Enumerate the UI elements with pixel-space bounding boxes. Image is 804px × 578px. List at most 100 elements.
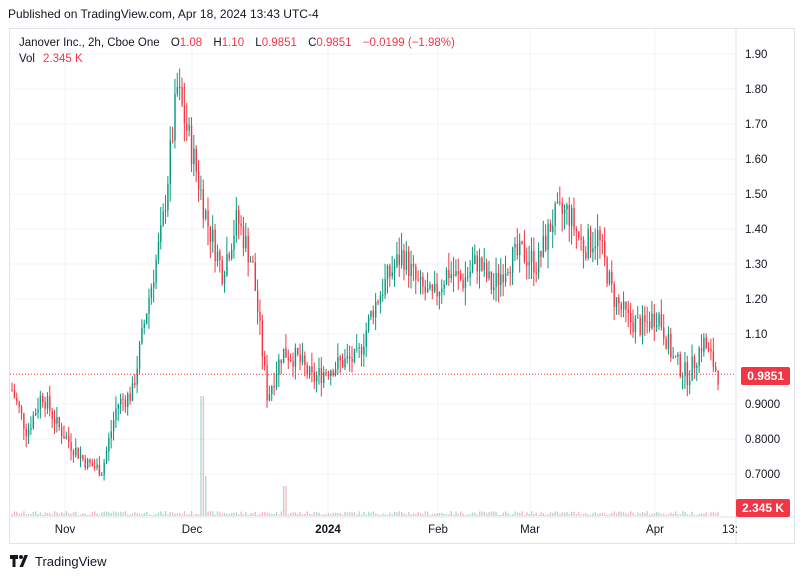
- volume-bar: [150, 514, 153, 516]
- candle-body: [627, 309, 630, 314]
- candle-body: [549, 223, 552, 232]
- volume-bar: [686, 514, 689, 516]
- volume-bar: [275, 512, 278, 516]
- volume-bar: [632, 512, 634, 516]
- candle-body: [717, 370, 719, 385]
- candle-body: [448, 269, 450, 278]
- candle-body: [65, 436, 68, 439]
- candle-body: [705, 337, 707, 349]
- candle-body: [346, 356, 349, 359]
- volume-bar: [367, 511, 370, 516]
- last-price-tag: 0.9851: [741, 367, 790, 385]
- candle-body: [686, 362, 689, 385]
- high-value: 1.10: [221, 37, 245, 49]
- candle-body: [670, 334, 672, 358]
- volume-bar: [131, 513, 134, 516]
- candle-body: [563, 209, 566, 214]
- candle-body: [141, 327, 143, 344]
- volume-bar: [337, 512, 339, 516]
- symbol-title[interactable]: Janover Inc., 2h, Cboe One: [19, 37, 160, 49]
- volume-bar: [254, 511, 257, 516]
- candle-body: [207, 210, 209, 227]
- candle-body: [98, 464, 101, 476]
- change-value: −0.0199 (−1.98%): [362, 37, 455, 49]
- candle-body: [103, 462, 105, 475]
- volume-bar: [162, 514, 164, 516]
- candle-body: [290, 360, 292, 362]
- volume-bar: [424, 511, 427, 516]
- candles[interactable]: [11, 68, 719, 481]
- y-tick-label: 0.8000: [745, 434, 780, 446]
- volume-bar: [181, 514, 183, 516]
- volume-bar: [684, 512, 686, 516]
- candle-body: [351, 358, 353, 363]
- candle-body: [450, 274, 452, 278]
- candle-body: [663, 327, 665, 339]
- volume-bar: [70, 513, 72, 516]
- candle-body: [32, 415, 35, 428]
- volume-bar: [327, 513, 330, 516]
- candle-body: [358, 346, 360, 349]
- volume-bar: [233, 512, 235, 516]
- candle-body: [82, 455, 84, 459]
- volume-bar: [16, 511, 18, 516]
- volume-bar: [75, 511, 77, 516]
- candle-body: [306, 365, 308, 375]
- volume-bar: [105, 511, 108, 516]
- volume-bar: [382, 513, 384, 516]
- volume-bar: [528, 513, 530, 516]
- volume-bar: [141, 514, 143, 516]
- volume-bar: [696, 514, 698, 516]
- candle-body: [500, 274, 502, 285]
- price-axis[interactable]: 0.7000 0.8000 0.9000 1.10 1.20 1.30 1.40 1.50 1.…: [745, 49, 780, 481]
- candle-body: [424, 286, 427, 293]
- candle-body: [611, 271, 613, 285]
- candle-body: [391, 272, 393, 277]
- candle-body: [646, 321, 648, 323]
- volume-bar: [358, 511, 360, 516]
- volume-bar: [594, 511, 597, 516]
- candle-body: [526, 261, 528, 266]
- volume-bar: [91, 511, 94, 516]
- volume-bar: [290, 513, 292, 516]
- candle-body: [91, 462, 94, 467]
- volume-bar: [86, 514, 89, 516]
- candle-body: [341, 360, 344, 368]
- volume-bar: [679, 514, 682, 516]
- volume-bar: [117, 512, 120, 516]
- volume-bar: [526, 512, 528, 516]
- volume-bar: [448, 514, 450, 516]
- volume-bar: [94, 511, 96, 516]
- volume-bar: [223, 512, 226, 516]
- candle-body: [641, 315, 644, 335]
- volume-bar: [68, 513, 70, 516]
- candle-body: [117, 404, 120, 409]
- candle-body: [486, 262, 488, 279]
- candle-body: [252, 261, 254, 263]
- candle-body: [20, 406, 23, 414]
- volume-bar: [715, 513, 717, 516]
- candle-body: [367, 316, 370, 331]
- volume-bar: [608, 514, 611, 516]
- volume-bar: [56, 512, 58, 516]
- volume-bar: [171, 512, 174, 516]
- volume-bar: [174, 513, 176, 516]
- candle-body: [169, 140, 172, 184]
- time-axis[interactable]: Nov Dec 2024 Feb Mar Apr 13:: [55, 524, 738, 536]
- volume-bar: [554, 511, 556, 516]
- volume-bar: [613, 511, 615, 516]
- footer-brand[interactable]: TradingView: [10, 552, 107, 570]
- candle-body: [273, 386, 275, 388]
- volume-bar: [297, 513, 299, 516]
- candle-body: [710, 348, 712, 352]
- candle-body: [129, 393, 131, 401]
- candle-body: [693, 356, 696, 368]
- candle-body: [226, 254, 228, 276]
- candle-body: [665, 338, 667, 349]
- volume-bar: [455, 511, 457, 516]
- candle-body: [179, 86, 181, 88]
- volume-bar: [620, 511, 622, 516]
- volume-bar: [452, 514, 455, 516]
- volume-bar: [561, 512, 563, 516]
